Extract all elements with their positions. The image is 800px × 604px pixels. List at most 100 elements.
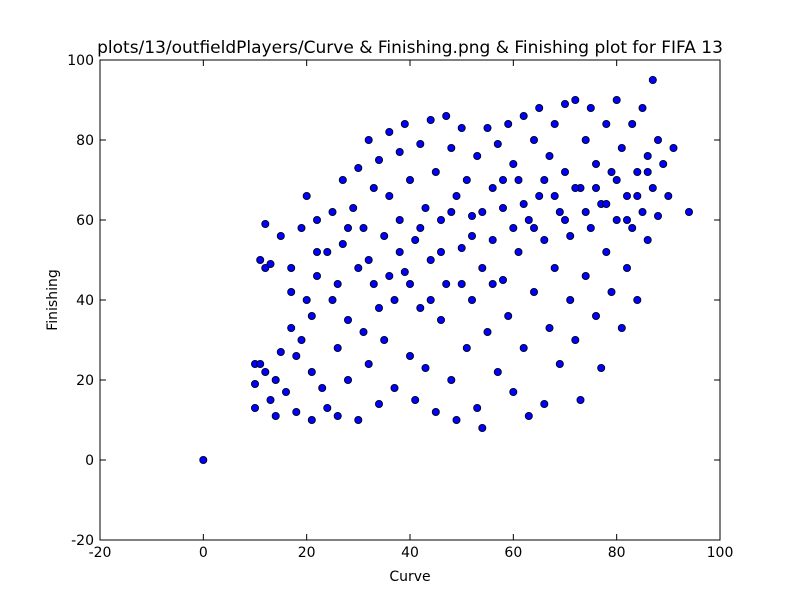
- scatter-point: [266, 259, 275, 268]
- scatter-point: [354, 163, 363, 172]
- scatter-point: [685, 207, 694, 216]
- x-tick-label: 60: [504, 545, 522, 561]
- scatter-point: [287, 323, 296, 332]
- scatter-point: [561, 100, 570, 109]
- scatter-point: [648, 183, 657, 192]
- scatter-point: [524, 411, 533, 420]
- x-tick-label: 100: [707, 545, 734, 561]
- scatter-point: [385, 127, 394, 136]
- scatter-point: [540, 175, 549, 184]
- scatter-point: [256, 359, 265, 368]
- scatter-point: [395, 215, 404, 224]
- scatter-point: [462, 175, 471, 184]
- scatter-point: [633, 167, 642, 176]
- y-tick-label: 100: [67, 53, 94, 69]
- scatter-point: [447, 207, 456, 216]
- scatter-point: [426, 255, 435, 264]
- scatter-point: [597, 363, 606, 372]
- scatter-point: [550, 263, 559, 272]
- scatter-point: [250, 403, 259, 412]
- scatter-point: [395, 147, 404, 156]
- scatter-point: [338, 175, 347, 184]
- scatter-point: [421, 363, 430, 372]
- scatter-point: [405, 279, 414, 288]
- scatter-point: [545, 151, 554, 160]
- scatter-point: [297, 223, 306, 232]
- scatter-point: [400, 267, 409, 276]
- scatter-point: [457, 279, 466, 288]
- y-tick-label: 40: [76, 293, 94, 309]
- scatter-point: [447, 143, 456, 152]
- scatter-point: [256, 255, 265, 264]
- scatter-point: [307, 367, 316, 376]
- y-tick-label: 0: [85, 453, 94, 469]
- scatter-point: [519, 112, 528, 121]
- scatter-point: [566, 231, 575, 240]
- scatter-point: [442, 112, 451, 121]
- y-axis-label: Finishing: [45, 269, 61, 331]
- scatter-point: [602, 120, 611, 129]
- scatter-point: [328, 207, 337, 216]
- scatter-point: [586, 223, 595, 232]
- scatter-point: [271, 375, 280, 384]
- scatter-point: [462, 343, 471, 352]
- scatter-point: [638, 104, 647, 113]
- scatter-point: [592, 311, 601, 320]
- scatter-point: [643, 167, 652, 176]
- scatter-point: [504, 311, 513, 320]
- scatter-point: [612, 215, 621, 224]
- scatter-point: [452, 191, 461, 200]
- scatter-point: [323, 247, 332, 256]
- scatter-point: [602, 199, 611, 208]
- x-tick-label: 40: [401, 545, 419, 561]
- scatter-point: [545, 323, 554, 332]
- scatter-point: [633, 295, 642, 304]
- scatter-point: [385, 191, 394, 200]
- scatter-point: [416, 223, 425, 232]
- scatter-point: [628, 223, 637, 232]
- scatter-point: [333, 343, 342, 352]
- x-tick-label: 0: [199, 545, 208, 561]
- scatter-point: [498, 175, 507, 184]
- scatter-point: [602, 247, 611, 256]
- scatter-point: [374, 303, 383, 312]
- scatter-point: [395, 247, 404, 256]
- scatter-point: [654, 211, 663, 220]
- scatter-point: [411, 395, 420, 404]
- scatter-point: [400, 120, 409, 129]
- scatter-point: [421, 203, 430, 212]
- scatter-point: [581, 271, 590, 280]
- scatter-point: [586, 104, 595, 113]
- scatter-point: [509, 159, 518, 168]
- scatter-point: [493, 139, 502, 148]
- scatter-point: [669, 143, 678, 152]
- scatter-point: [648, 76, 657, 85]
- scatter-point: [250, 379, 259, 388]
- scatter-point: [354, 263, 363, 272]
- scatter-point: [467, 211, 476, 220]
- scatter-point: [473, 151, 482, 160]
- scatter-point: [498, 203, 507, 212]
- scatter-point: [343, 223, 352, 232]
- scatter-point: [550, 191, 559, 200]
- scatter-point: [467, 295, 476, 304]
- scatter-point: [199, 455, 208, 464]
- scatter-point: [519, 343, 528, 352]
- scatter-point: [607, 287, 616, 296]
- scatter-point: [592, 183, 601, 192]
- scatter-point: [333, 279, 342, 288]
- points-layer: [199, 76, 694, 464]
- scatter-point: [447, 375, 456, 384]
- scatter-point: [292, 351, 301, 360]
- y-tick-label: 20: [76, 373, 94, 389]
- scatter-point: [623, 191, 632, 200]
- scatter-point: [530, 135, 539, 144]
- scatter-point: [519, 199, 528, 208]
- scatter-point: [617, 323, 626, 332]
- scatter-point: [571, 96, 580, 105]
- scatter-point: [287, 287, 296, 296]
- scatter-point: [276, 231, 285, 240]
- scatter-point: [612, 175, 621, 184]
- scatter-point: [504, 120, 513, 129]
